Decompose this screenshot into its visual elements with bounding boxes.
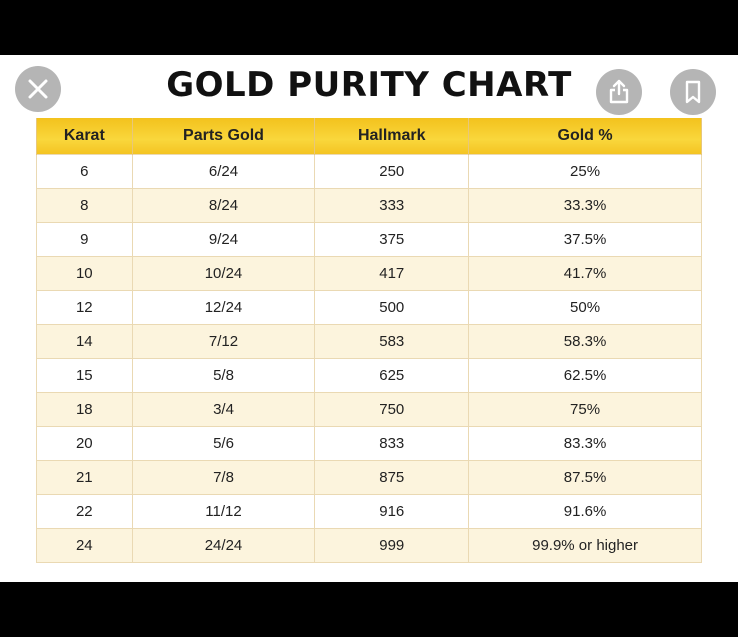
cell-gold-percent: 62.5% [468,358,702,393]
cell-parts-gold: 3/4 [131,392,316,427]
cell-parts-gold: 7/12 [131,324,316,359]
cell-karat: 24 [36,528,133,563]
cell-hallmark: 875 [314,460,470,495]
cell-gold-percent: 58.3% [468,324,702,359]
cell-hallmark: 333 [314,188,470,223]
bookmark-icon [685,80,701,104]
cell-hallmark: 250 [314,154,470,189]
table-row: 22 11/12 916 91.6% [36,494,702,529]
cell-karat: 6 [36,154,133,189]
cell-hallmark: 999 [314,528,470,563]
cell-gold-percent: 50% [468,290,702,325]
table-row: 9 9/24 375 37.5% [36,222,702,257]
cell-karat: 20 [36,426,133,461]
cell-gold-percent: 37.5% [468,222,702,257]
cell-hallmark: 833 [314,426,470,461]
cell-gold-percent: 99.9% or higher [468,528,702,563]
cell-parts-gold: 6/24 [131,154,316,189]
cell-parts-gold: 9/24 [131,222,316,257]
table-row: 10 10/24 417 41.7% [36,256,702,291]
cell-hallmark: 916 [314,494,470,529]
cell-karat: 14 [36,324,133,359]
share-icon [609,79,629,104]
cell-karat: 21 [36,460,133,495]
close-button[interactable] [15,66,61,112]
cell-gold-percent: 75% [468,392,702,427]
table-row: 6 6/24 250 25% [36,154,702,189]
header-gold-percent: Gold % [468,118,702,155]
table-row: 12 12/24 500 50% [36,290,702,325]
cell-parts-gold: 10/24 [131,256,316,291]
table-row: 8 8/24 333 33.3% [36,188,702,223]
header-karat: Karat [36,118,133,155]
table-row: 21 7/8 875 87.5% [36,460,702,495]
cell-karat: 8 [36,188,133,223]
chart-title: GOLD PURITY CHART [166,65,572,105]
close-icon [28,79,48,99]
cell-hallmark: 417 [314,256,470,291]
cell-gold-percent: 91.6% [468,494,702,529]
cell-gold-percent: 87.5% [468,460,702,495]
cell-gold-percent: 33.3% [468,188,702,223]
cell-parts-gold: 8/24 [131,188,316,223]
table-row: 20 5/6 833 83.3% [36,426,702,461]
cell-hallmark: 583 [314,324,470,359]
cell-hallmark: 750 [314,392,470,427]
cell-karat: 22 [36,494,133,529]
table-row: 14 7/12 583 58.3% [36,324,702,359]
cell-parts-gold: 5/8 [131,358,316,393]
cell-parts-gold: 24/24 [131,528,316,563]
cell-hallmark: 625 [314,358,470,393]
gold-purity-table: Karat Parts Gold Hallmark Gold % 6 6/24 … [36,118,702,563]
image-viewer: GOLD PURITY CHART Karat Parts Gold Hallm… [0,55,738,582]
cell-karat: 9 [36,222,133,257]
cell-karat: 10 [36,256,133,291]
cell-hallmark: 375 [314,222,470,257]
header-parts-gold: Parts Gold [131,118,316,155]
cell-parts-gold: 5/6 [131,426,316,461]
cell-hallmark: 500 [314,290,470,325]
header-hallmark: Hallmark [314,118,470,155]
cell-gold-percent: 25% [468,154,702,189]
cell-parts-gold: 12/24 [131,290,316,325]
table-row: 18 3/4 750 75% [36,392,702,427]
cell-parts-gold: 7/8 [131,460,316,495]
cell-karat: 15 [36,358,133,393]
cell-karat: 18 [36,392,133,427]
cell-gold-percent: 41.7% [468,256,702,291]
share-button[interactable] [596,69,642,115]
table-row: 15 5/8 625 62.5% [36,358,702,393]
cell-karat: 12 [36,290,133,325]
table-header-row: Karat Parts Gold Hallmark Gold % [36,118,702,155]
cell-parts-gold: 11/12 [131,494,316,529]
cell-gold-percent: 83.3% [468,426,702,461]
table-row: 24 24/24 999 99.9% or higher [36,528,702,563]
bookmark-button[interactable] [670,69,716,115]
